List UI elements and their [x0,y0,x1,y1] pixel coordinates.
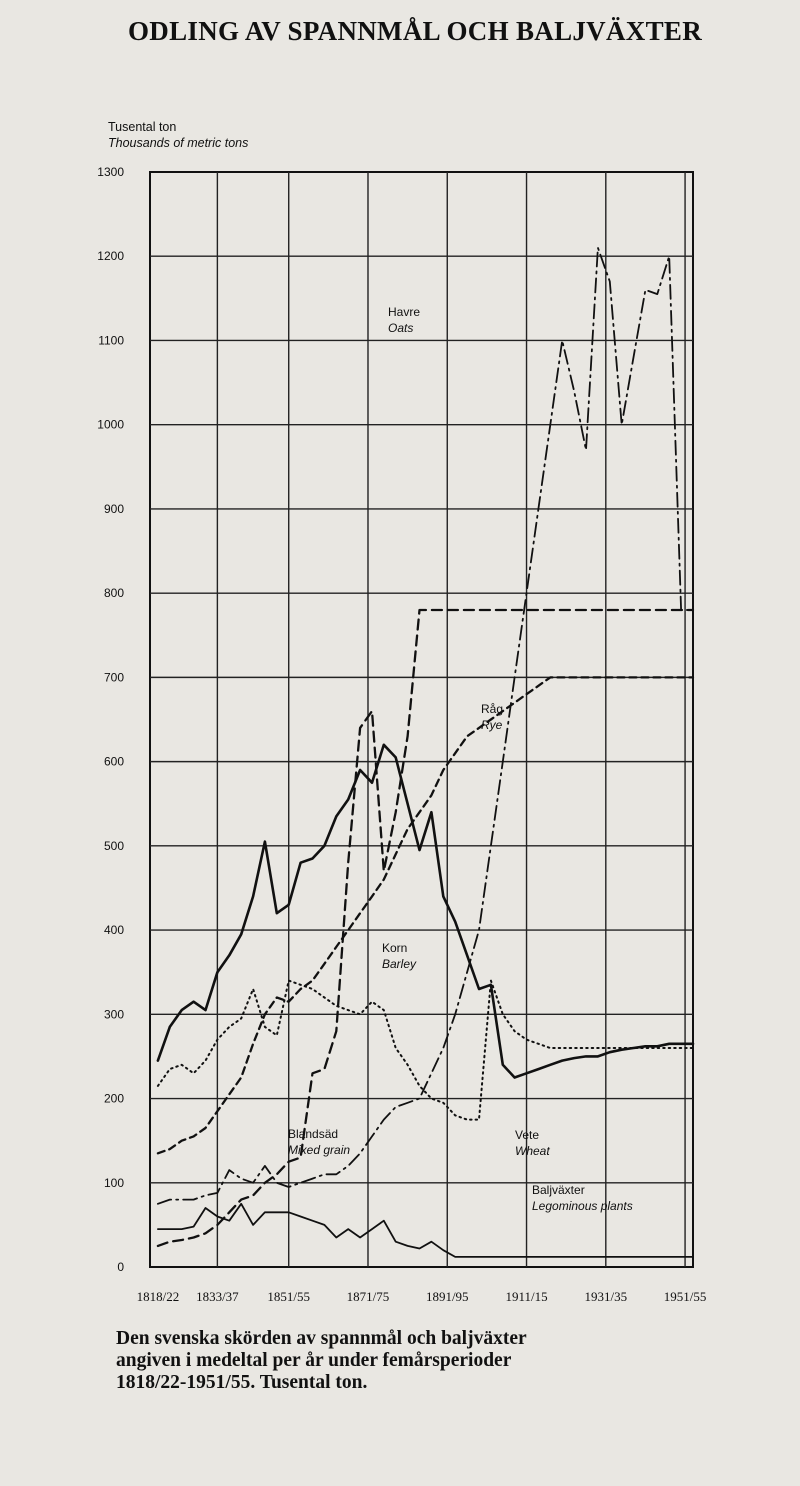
x-tick-label: 1833/37 [196,1289,239,1304]
figure-caption: Den svenska skörden av spannmål och balj… [116,1328,756,1394]
series-label-barley: Korn [382,941,407,955]
series-label-legumes-en: Legominous plants [532,1199,633,1213]
series-label-rye-en: Rye [481,718,503,732]
y-axis-label-en: Thousands of metric tons [108,136,249,150]
series-label-barley-en: Barley [382,957,417,971]
plot-frame [149,171,694,1268]
y-tick-label: 800 [104,586,124,600]
page-title: ODLING AV SPANNMÅL OCH BALJVÄXTER [128,16,702,46]
y-tick-label: 1100 [98,333,124,347]
x-tick-label: 1911/15 [505,1289,547,1304]
series-line-mixed [156,676,695,1155]
x-tick-label: 1818/22 [137,1289,180,1304]
series-line-wheat [156,608,695,1248]
y-tick-label: 1000 [97,418,124,432]
y-tick-label: 900 [104,502,124,516]
x-tick-label: 1931/35 [584,1289,627,1304]
y-tick-label: 0 [117,1260,124,1274]
y-tick-label: 1300 [97,165,124,179]
caption-line-1: Den svenska skörden av spannmål och balj… [116,1328,527,1349]
series-label-mixed-en: Mixed grain [288,1143,350,1157]
x-tick-label: 1951/55 [664,1289,707,1304]
y-tick-label: 700 [104,670,124,684]
y-tick-label: 400 [104,923,124,937]
series-line-rye [156,743,695,1079]
caption-line-2: angiven i medeltal per år under femårspe… [116,1350,512,1371]
y-tick-label: 100 [104,1176,124,1190]
y-tick-label: 600 [104,755,124,769]
series-line-barley [156,979,694,1121]
series-line-legumes [156,1202,694,1258]
series-label-wheat-en: Wheat [515,1144,550,1158]
series-label-oats-en: Oats [388,321,413,335]
y-axis-unit-label: Tusental ton Thousands of metric tons [108,119,248,151]
series-label-rye: Råg [481,702,503,716]
series-label-legumes: Baljväxter [532,1183,585,1197]
y-tick-label: 200 [104,1092,124,1106]
y-tick-label: 300 [104,1007,124,1021]
y-tick-label: 1200 [97,249,124,263]
y-tick-label: 500 [104,839,124,853]
x-tick-label: 1891/95 [426,1289,469,1304]
series-line-oats [156,246,694,1205]
x-tick-label: 1871/75 [347,1289,390,1304]
y-axis-label-sv: Tusental ton [108,120,177,134]
series-label-mixed: Blandsäd [288,1127,338,1141]
series-label-wheat: Vete [515,1128,539,1142]
x-tick-label: 1851/55 [267,1289,310,1304]
caption-line-3: 1818/22-1951/55. Tusental ton. [116,1372,368,1393]
series-label-oats: Havre [388,305,420,319]
